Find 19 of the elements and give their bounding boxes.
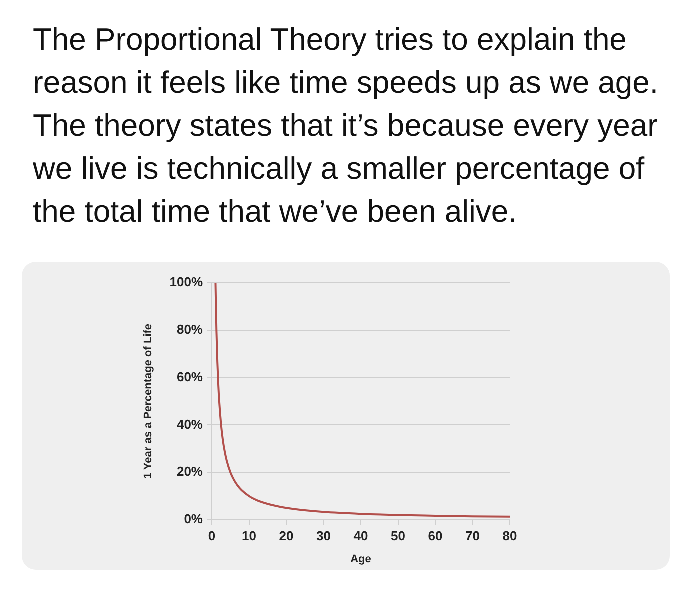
x-axis-title: Age bbox=[350, 553, 372, 566]
line-series bbox=[214, 283, 510, 518]
x-tick-label: 20 bbox=[279, 528, 294, 544]
x-tick-label: 40 bbox=[354, 528, 368, 544]
chart-title: The Proportional Theory tries to explain the reason it feels like time speeds up as we age. The theory states that it’s because every year we live is technically a smaller percentage of the total time that we’ve been alive. bbox=[33, 21, 660, 231]
y-tick-label: 80% bbox=[176, 322, 204, 337]
x-tick-label: 80 bbox=[502, 528, 518, 544]
x-tick-label: 30 bbox=[316, 528, 331, 544]
y-tick-label: 0% bbox=[184, 512, 204, 527]
y-tick-label: 40% bbox=[176, 416, 204, 432]
y-tick-label: 60% bbox=[176, 369, 204, 384]
y-axis-title: 1 Year as a Percentage of Life bbox=[142, 324, 155, 480]
x-tick-label: 60 bbox=[428, 528, 443, 544]
x-tick-label: 10 bbox=[242, 528, 256, 544]
y-tick-label: 20% bbox=[176, 464, 204, 480]
x-tick-label: 70 bbox=[466, 528, 480, 544]
x-tick-label: 50 bbox=[391, 528, 406, 544]
x-tick-label: 0 bbox=[208, 528, 216, 544]
y-tick-label: 100% bbox=[170, 274, 204, 290]
